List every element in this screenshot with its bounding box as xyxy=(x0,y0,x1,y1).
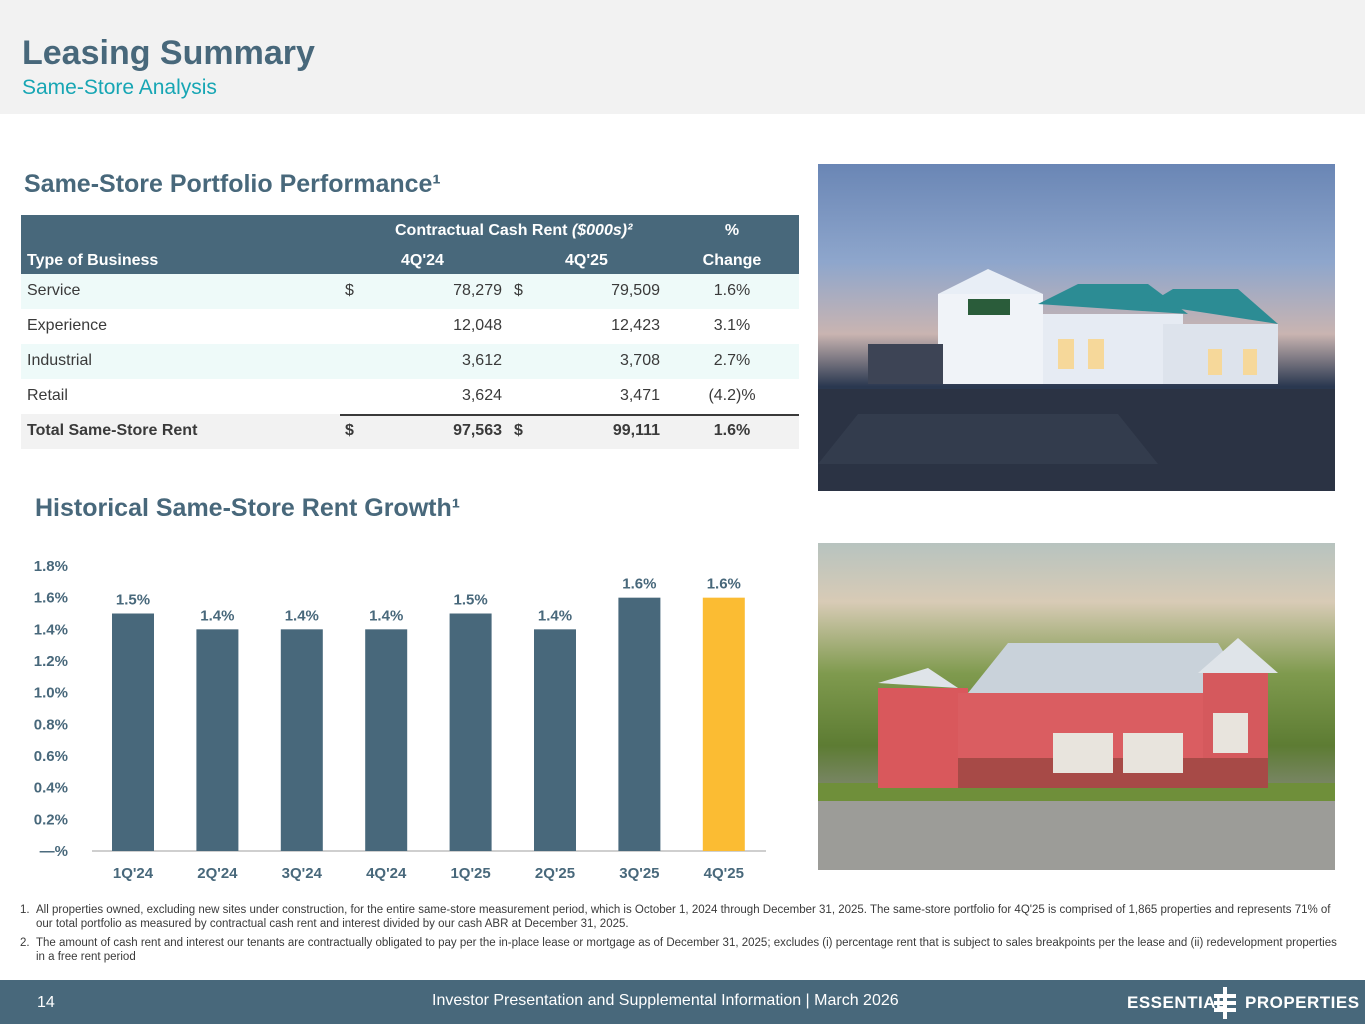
row-change: 1.6% xyxy=(713,282,751,299)
table-total-row: Total Same-Store Rent $ 97,563 $ 99,111 … xyxy=(21,414,799,449)
page-number: 14 xyxy=(37,994,55,1011)
bar xyxy=(449,613,492,851)
header-change: Change xyxy=(702,252,762,269)
row-type: Industrial xyxy=(27,352,92,369)
bar xyxy=(196,629,239,851)
bar xyxy=(280,629,323,851)
property-photo-zaxbys xyxy=(818,543,1335,870)
logo-word-essential: ESSENTIAL xyxy=(1127,993,1227,1012)
table-row: Service $ 78,279 $ 79,509 1.6% xyxy=(21,274,799,309)
x-tick-label: 1Q'25 xyxy=(450,865,490,882)
total-value-4q25: 99,111 xyxy=(612,422,660,439)
bar xyxy=(702,597,745,851)
row-change: 2.7% xyxy=(713,352,751,369)
data-label: 1.5% xyxy=(453,592,487,609)
table-row: Experience 12,048 12,423 3.1% xyxy=(21,309,799,344)
x-tick-label: 1Q'24 xyxy=(113,865,154,882)
table-row: Retail 3,624 3,471 (4.2)% xyxy=(21,379,799,414)
header-4q25: 4Q'25 xyxy=(565,252,608,269)
row-dollar-4q24: $ xyxy=(345,282,354,299)
slide-footer: 14 Investor Presentation and Supplementa… xyxy=(0,980,1365,1024)
y-tick-label: —% xyxy=(40,843,68,860)
y-tick-label: 0.4% xyxy=(34,780,68,797)
total-value-4q24: 97,563 xyxy=(453,422,502,439)
total-divider xyxy=(340,414,799,416)
row-dollar-4q25: $ xyxy=(514,282,523,299)
row-value-4q24: 78,279 xyxy=(453,282,502,299)
total-type: Total Same-Store Rent xyxy=(27,422,198,439)
y-tick-label: 1.4% xyxy=(34,621,68,638)
header-group-label: Contractual Cash Rent ($000s)² xyxy=(395,222,633,239)
chart-section-title: Historical Same-Store Rent Growth¹ xyxy=(35,494,461,522)
y-tick-label: 0.2% xyxy=(34,811,68,828)
y-tick-label: 0.6% xyxy=(34,748,68,765)
data-label: 1.6% xyxy=(707,576,741,593)
y-tick-label: 1.0% xyxy=(34,685,68,702)
x-tick-label: 4Q'25 xyxy=(704,865,744,882)
logo-mark-icon xyxy=(1214,987,1236,1019)
y-tick-label: 1.2% xyxy=(34,653,68,670)
footnote-2: 2. The amount of cash rent and interest … xyxy=(20,936,1340,964)
data-label: 1.4% xyxy=(285,607,319,624)
footnote-1: 1. All properties owned, excluding new s… xyxy=(20,903,1340,931)
rent-growth-chart: —% 0.2% 0.4% 0.6% 0.8% 1.0% 1.2% 1.4% 1.6% 1.8% 1.… xyxy=(34,558,766,882)
data-label: 1.4% xyxy=(538,607,572,624)
row-change: (4.2)% xyxy=(708,387,756,404)
bar xyxy=(365,629,408,851)
footnote-2-number: 2. xyxy=(20,937,30,949)
data-label: 1.6% xyxy=(622,576,656,593)
bar xyxy=(112,613,154,851)
logo-word-properties: PROPERTIES xyxy=(1245,993,1360,1012)
table-section-title: Same-Store Portfolio Performance¹ xyxy=(24,170,441,198)
row-value-4q25: 12,423 xyxy=(611,317,660,334)
page-subtitle: Same-Store Analysis xyxy=(22,76,217,99)
row-type: Service xyxy=(27,282,81,299)
x-tick-label: 2Q'24 xyxy=(197,865,238,882)
table-row: Industrial 3,612 3,708 2.7% xyxy=(21,344,799,379)
same-store-table: Contractual Cash Rent ($000s)² % Type of… xyxy=(21,215,799,449)
header-group-unit: ($000s)² xyxy=(571,222,633,239)
company-logo: ESSENTIAL PROPERTIES xyxy=(1127,987,1359,1019)
row-type: Retail xyxy=(27,387,68,404)
x-tick-label: 4Q'24 xyxy=(366,865,407,882)
data-label: 1.4% xyxy=(200,607,234,624)
total-change: 1.6% xyxy=(713,422,751,439)
footer-text: Investor Presentation and Supplemental I… xyxy=(432,992,899,1009)
row-value-4q25: 3,708 xyxy=(619,352,660,369)
table-header: Contractual Cash Rent ($000s)² % Type of… xyxy=(21,215,799,274)
property-photo-holiday-market xyxy=(818,164,1335,491)
row-value-4q24: 3,624 xyxy=(461,387,502,404)
bar xyxy=(618,597,661,851)
y-tick-label: 0.8% xyxy=(34,716,68,733)
row-value-4q25: 79,509 xyxy=(611,282,660,299)
data-label: 1.4% xyxy=(369,607,403,624)
x-tick-label: 3Q'24 xyxy=(282,865,323,882)
row-value-4q25: 3,471 xyxy=(619,387,660,404)
data-label: 1.5% xyxy=(116,592,150,609)
row-type: Experience xyxy=(27,317,108,334)
header-pct-label: % xyxy=(724,222,740,239)
bar xyxy=(534,629,576,851)
page-title: Leasing Summary xyxy=(22,34,315,72)
x-tick-label: 3Q'25 xyxy=(619,865,659,882)
slide-header: Leasing Summary Same-Store Analysis xyxy=(0,0,1365,114)
footnote-2-text: The amount of cash rent and interest our… xyxy=(36,937,1337,963)
row-value-4q24: 12,048 xyxy=(453,317,502,334)
footnote-1-number: 1. xyxy=(20,904,30,916)
y-tick-label: 1.8% xyxy=(34,558,68,575)
x-tick-label: 2Q'25 xyxy=(535,865,575,882)
total-dollar-4q24: $ xyxy=(345,422,354,439)
header-4q24: 4Q'24 xyxy=(401,252,444,269)
header-type-of-business: Type of Business xyxy=(27,252,159,269)
row-value-4q24: 3,612 xyxy=(461,352,502,369)
total-dollar-4q25: $ xyxy=(514,422,523,439)
footnote-1-text: All properties owned, excluding new site… xyxy=(36,904,1331,930)
y-tick-label: 1.6% xyxy=(34,590,68,607)
row-change: 3.1% xyxy=(713,317,751,334)
